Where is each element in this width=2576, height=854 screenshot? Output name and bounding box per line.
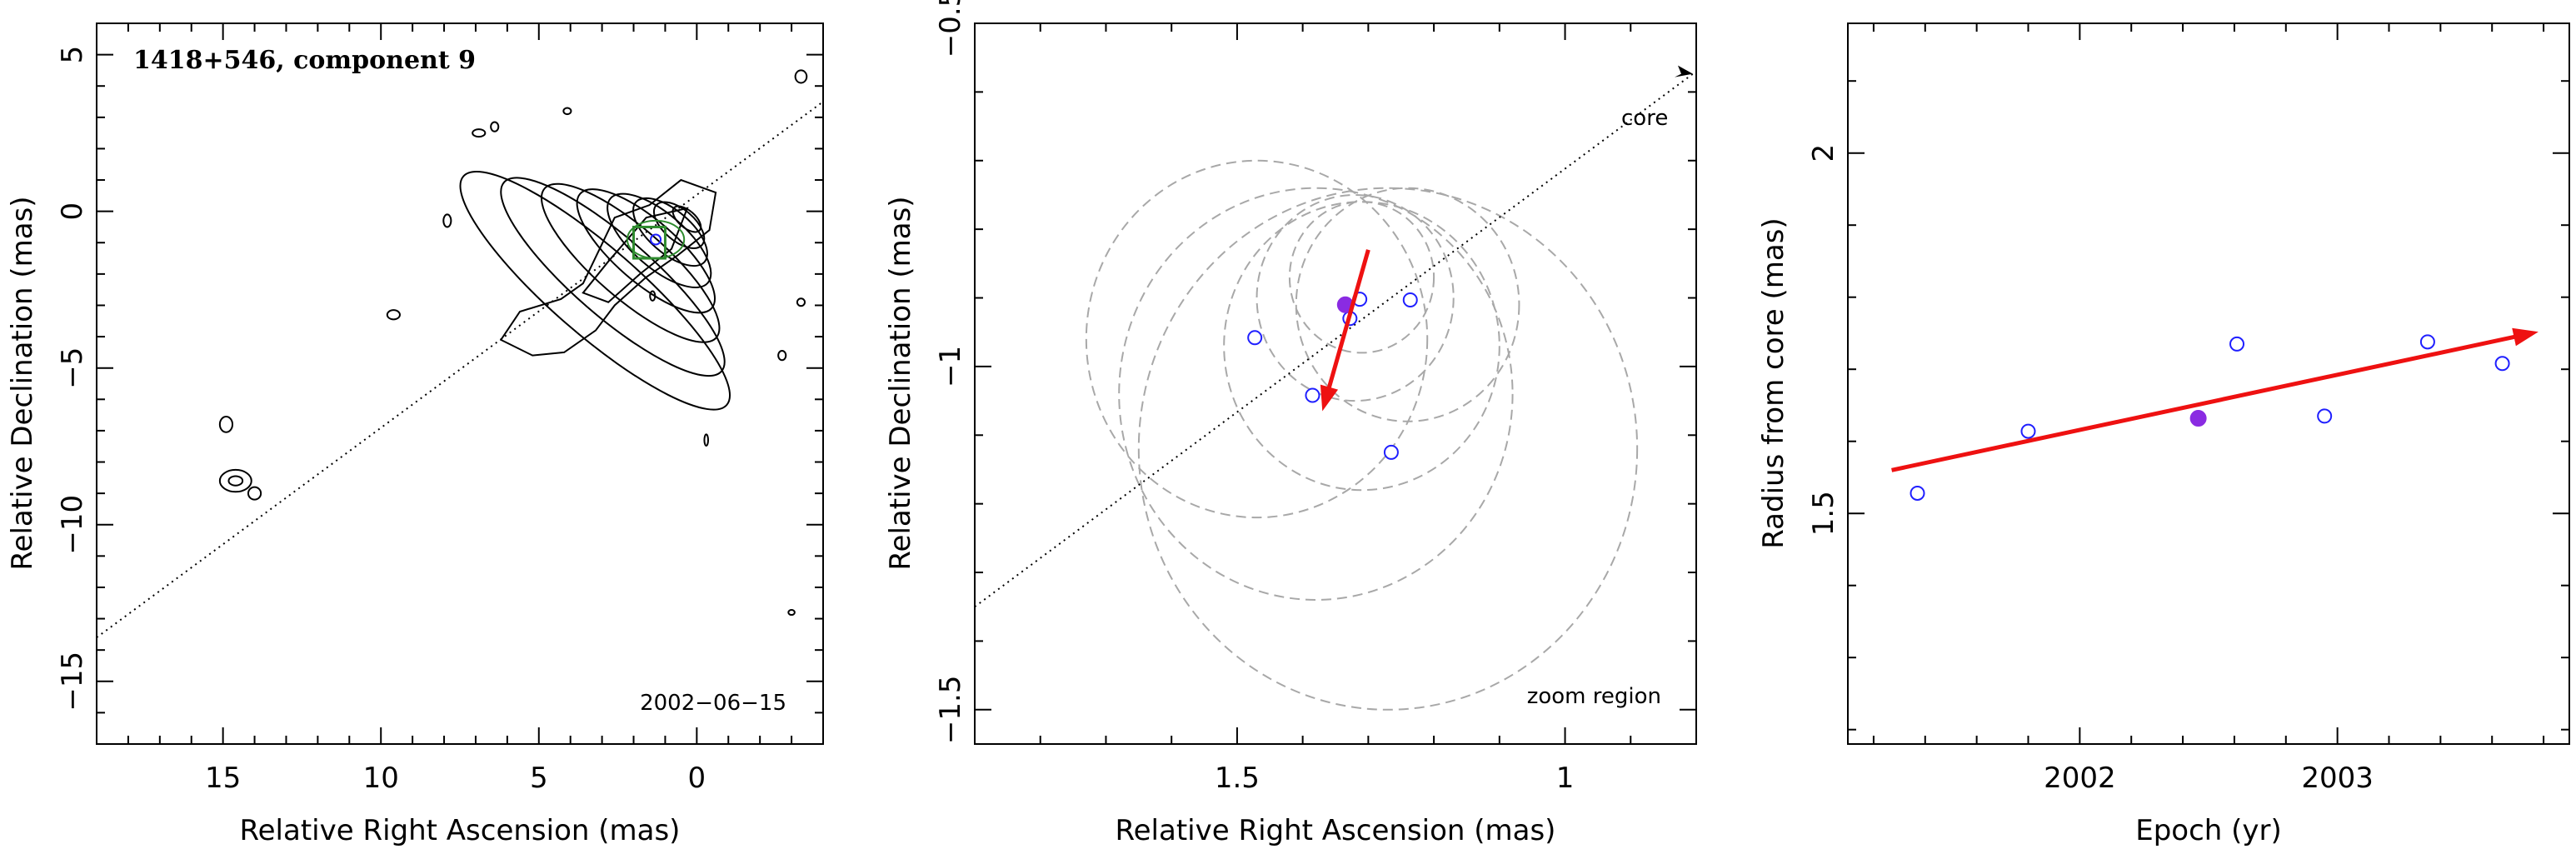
panel-contour-map: 15 10 5 0 5 0 −5 −10 −15 1418+546, component 9 2… [6, 22, 824, 847]
radius-plot-area [1891, 327, 2539, 501]
right-ticks: 2002 2003 2 1.5 [1807, 23, 2569, 795]
isolated-contour [218, 415, 234, 433]
right-y-axis-label: Radius from core (mas) [1757, 217, 1790, 548]
data-point-open [1305, 387, 1320, 403]
error-circle [1118, 187, 1514, 601]
y-tick-label: −0.5 [934, 0, 967, 57]
jet-contour [499, 178, 717, 357]
isolated-contour [442, 213, 452, 228]
data-point-open [1247, 330, 1263, 346]
y-tick-label: −5 [56, 347, 89, 389]
middle-axes-frame [974, 22, 1697, 745]
data-point-filled [2189, 410, 2207, 427]
isolated-contour [562, 107, 572, 116]
isolated-contour [649, 290, 656, 302]
component-marker [650, 233, 662, 246]
motion-arrowhead [1320, 384, 1339, 412]
isolated-contour [386, 309, 401, 321]
error-circle [1085, 159, 1429, 519]
isolated-contour [794, 69, 808, 84]
data-point-open [1910, 485, 1925, 501]
left-ticks: 15 10 5 0 5 0 −5 −10 −15 [56, 23, 823, 795]
zoom-plot-area [975, 65, 1696, 711]
y-tick-label: 0 [56, 202, 89, 221]
data-point-open [1383, 444, 1399, 460]
left-epoch-label: 2002−06−15 [640, 691, 786, 716]
y-tick-label: 5 [56, 46, 89, 64]
zoom-region-label: zoom region [1527, 684, 1661, 709]
middle-ticks: 1.5 1 −0.5 −1 −1.5 [934, 0, 1697, 795]
y-tick-label: −15 [56, 652, 89, 712]
y-tick-label: −10 [56, 495, 89, 555]
isolated-contour [787, 609, 796, 617]
right-x-axis-label: Epoch (yr) [2135, 814, 2282, 847]
contour-line [459, 171, 731, 411]
data-point-open [2020, 423, 2036, 439]
contour-line [500, 177, 726, 377]
error-circle [1256, 193, 1455, 402]
left-axes-frame [96, 22, 824, 745]
ridge-line [975, 70, 1696, 608]
motion-arrow [1325, 249, 1370, 395]
error-circle [1288, 201, 1435, 354]
data-point-open [1402, 292, 1418, 307]
left-y-axis-label: Relative Declination (mas) [6, 196, 39, 570]
contour-line [607, 192, 712, 289]
x-tick-label: 0 [688, 762, 706, 795]
isolated-contour [777, 350, 787, 362]
data-point-open [2419, 334, 2435, 350]
x-tick-label: 15 [205, 762, 241, 795]
right-axes-frame [1847, 22, 2570, 745]
isolated-contour [703, 433, 709, 447]
error-circle [1137, 187, 1639, 711]
panel-zoom-region: 1.5 1 −0.5 −1 −1.5 core zoom region Relative… [884, 0, 1697, 847]
trend-arrow [1891, 333, 2522, 472]
data-point-open [2494, 356, 2510, 372]
x-tick-label: 5 [530, 762, 548, 795]
panel-radius-vs-epoch: 2002 2003 2 1.5 Epoch (yr) Radius from core… [1757, 22, 2570, 847]
x-tick-label: 1.5 [1215, 762, 1260, 795]
core-label: core [1621, 106, 1668, 131]
left-x-axis-label: Relative Right Ascension (mas) [240, 814, 681, 847]
isolated-contour [218, 468, 252, 493]
y-tick-label: −1.5 [934, 676, 967, 745]
isolated-contour [472, 128, 487, 138]
data-point-open [2229, 336, 2245, 352]
x-tick-label: 1 [1556, 762, 1575, 795]
isolated-contour [247, 486, 262, 501]
data-point-open [2317, 408, 2333, 424]
isolated-contour [227, 475, 244, 487]
y-tick-label: 2 [1807, 144, 1840, 162]
middle-x-axis-label: Relative Right Ascension (mas) [1116, 814, 1556, 847]
y-tick-label: 1.5 [1807, 491, 1840, 536]
trend-arrowhead [2512, 327, 2539, 347]
isolated-contour [796, 297, 806, 307]
x-tick-label: 2002 [2044, 762, 2116, 795]
middle-y-axis-label: Relative Declination (mas) [884, 196, 917, 570]
left-title: 1418+546, component 9 [133, 46, 476, 75]
contour-line [576, 188, 716, 314]
x-tick-label: 2003 [2301, 762, 2374, 795]
component-ellipse [626, 219, 686, 260]
error-circle [1223, 201, 1500, 492]
contour-plot-area [97, 69, 823, 638]
isolated-contour [490, 121, 500, 132]
y-tick-label: −1 [934, 346, 967, 387]
core-direction-arrowhead [1675, 65, 1693, 77]
x-tick-label: 10 [363, 762, 399, 795]
